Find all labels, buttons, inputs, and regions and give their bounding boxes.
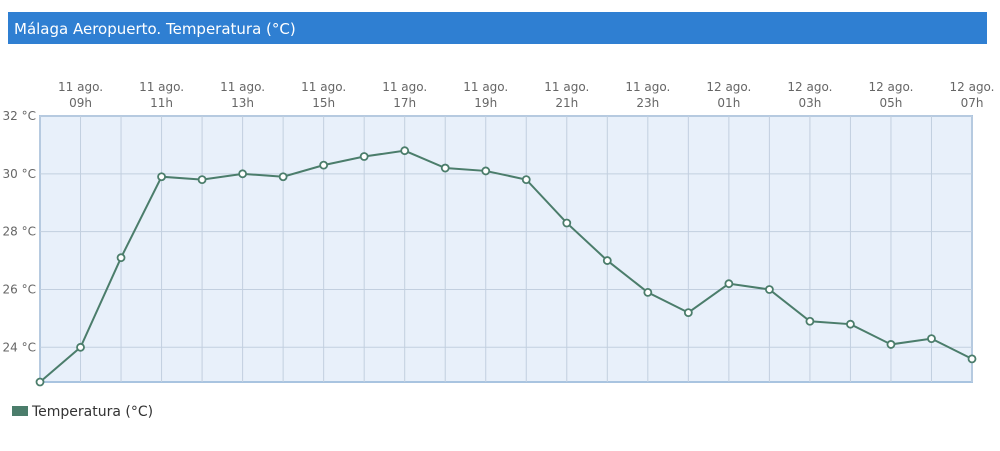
x-tick-label: 23h	[636, 96, 659, 110]
x-tick-label: 12 ago.	[787, 80, 832, 94]
data-point	[521, 175, 531, 185]
data-point	[602, 256, 612, 265]
data-point	[76, 342, 85, 352]
x-tick-label: 11 ago.	[58, 80, 103, 94]
x-tick-label: 11 ago.	[625, 80, 670, 94]
data-point	[157, 172, 166, 182]
data-point	[846, 319, 855, 329]
x-tick-label: 21h	[555, 96, 578, 110]
x-tick-label: 11 ago.	[544, 80, 589, 94]
x-tick-label: 15h	[312, 96, 335, 110]
x-tick-label: 12 ago.	[706, 80, 751, 94]
data-point	[967, 354, 977, 364]
x-tick-label: 11 ago.	[220, 80, 265, 94]
x-tick-label: 11 ago.	[301, 80, 346, 94]
data-point	[805, 316, 815, 326]
x-tick-label: 13h	[231, 96, 254, 110]
data-point	[278, 172, 288, 182]
x-tick-label: 11 ago.	[382, 80, 427, 94]
y-tick-label: 28 °C	[3, 225, 36, 239]
x-tick-label: 03h	[798, 96, 821, 110]
x-tick-label: 11h	[150, 96, 173, 110]
y-tick-label: 24 °C	[3, 340, 36, 354]
data-point	[400, 146, 410, 156]
data-point	[116, 253, 126, 263]
data-point	[562, 218, 572, 228]
y-tick-label: 32 °C	[3, 109, 36, 123]
data-point	[481, 166, 491, 176]
data-point	[683, 308, 693, 318]
data-point	[197, 175, 207, 185]
x-tick-label: 11 ago.	[463, 80, 508, 94]
data-point	[35, 377, 45, 387]
data-point	[238, 169, 248, 179]
y-tick-label: 30 °C	[3, 167, 36, 181]
series-line	[39, 149, 973, 383]
data-point	[359, 152, 369, 161]
legend-label: Temperatura (°C)	[31, 404, 153, 420]
y-tick-label: 26 °C	[3, 282, 36, 296]
x-tick-label: 05h	[880, 96, 903, 110]
x-tick-label: 12 ago.	[868, 80, 913, 94]
x-tick-label: 17h	[393, 96, 416, 110]
title-bar	[8, 12, 987, 44]
data-point	[724, 279, 734, 289]
data-point	[927, 334, 936, 344]
data-point	[440, 163, 450, 173]
chart-title: Málaga Aeropuerto. Temperatura (°C)	[14, 20, 296, 38]
x-tick-label: 07h	[961, 96, 984, 110]
x-tick-label: 12 ago.	[950, 80, 995, 94]
x-tick-label: 01h	[717, 96, 740, 110]
x-tick-label: 11 ago.	[139, 80, 184, 94]
data-point	[643, 287, 653, 297]
data-point	[319, 160, 329, 170]
x-tick-label: 09h	[69, 96, 92, 110]
legend-swatch	[12, 406, 28, 416]
data-point	[764, 285, 774, 294]
plot-area	[39, 115, 973, 383]
data-point	[886, 340, 896, 349]
x-tick-label: 19h	[474, 96, 497, 110]
